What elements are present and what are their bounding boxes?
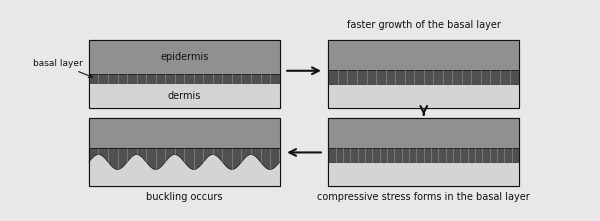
Bar bbox=[328, 84, 519, 108]
Text: dermis: dermis bbox=[167, 91, 201, 101]
Bar bbox=[89, 74, 280, 83]
Bar bbox=[89, 40, 280, 108]
Bar bbox=[328, 118, 519, 148]
Text: epidermis: epidermis bbox=[160, 52, 208, 62]
Bar bbox=[328, 118, 519, 187]
Text: compressive stress forms in the basal layer: compressive stress forms in the basal la… bbox=[317, 192, 530, 202]
Bar bbox=[89, 40, 280, 108]
Bar bbox=[328, 40, 519, 108]
Bar bbox=[89, 40, 280, 74]
Bar bbox=[89, 118, 280, 187]
Bar bbox=[328, 40, 519, 108]
Text: basal layer: basal layer bbox=[33, 59, 92, 77]
Bar bbox=[89, 83, 280, 108]
Bar bbox=[89, 118, 280, 148]
Bar bbox=[328, 40, 519, 70]
Bar bbox=[328, 70, 519, 84]
Bar bbox=[328, 162, 519, 187]
Text: buckling occurs: buckling occurs bbox=[146, 192, 223, 202]
Bar bbox=[328, 118, 519, 187]
Polygon shape bbox=[89, 148, 280, 170]
Text: faster growth of the basal layer: faster growth of the basal layer bbox=[347, 20, 500, 30]
Polygon shape bbox=[89, 154, 280, 187]
Bar bbox=[328, 148, 519, 162]
Bar bbox=[89, 118, 280, 187]
